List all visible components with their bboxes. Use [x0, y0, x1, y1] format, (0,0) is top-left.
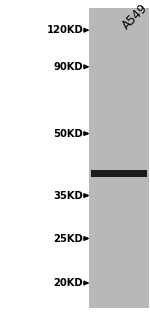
Bar: [91, 170, 147, 177]
Text: 35KD: 35KD: [54, 190, 83, 201]
Text: A549: A549: [120, 2, 150, 32]
Text: 50KD: 50KD: [54, 128, 83, 139]
Text: 90KD: 90KD: [54, 62, 83, 72]
Text: 25KD: 25KD: [54, 233, 83, 244]
Bar: [89, 8, 148, 308]
Text: 120KD: 120KD: [46, 25, 83, 35]
Text: 20KD: 20KD: [54, 278, 83, 288]
